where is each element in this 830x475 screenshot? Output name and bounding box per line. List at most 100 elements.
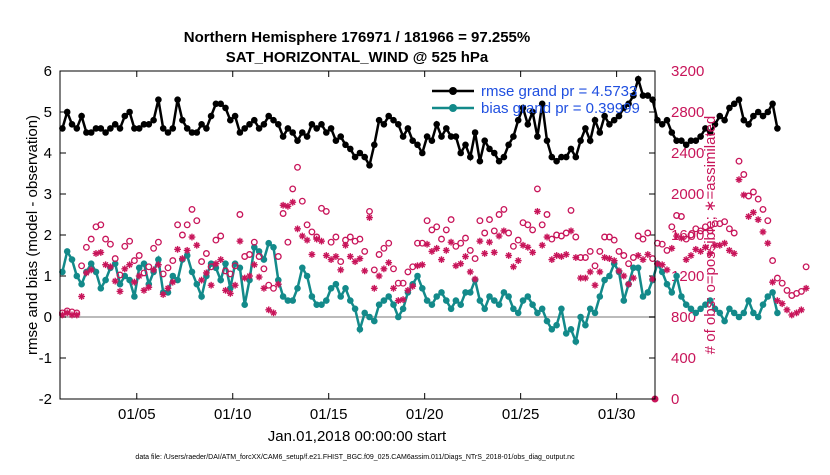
rmse-point — [145, 121, 153, 128]
possible-point — [687, 231, 695, 239]
possible-point — [370, 266, 378, 274]
possible-point — [773, 274, 781, 282]
possible-point — [677, 213, 685, 220]
assimilated-point — [265, 306, 273, 314]
possible-point — [212, 236, 220, 244]
assimilated-point — [769, 278, 776, 286]
rmse-point — [486, 145, 493, 153]
rmse-point — [726, 104, 733, 112]
rmse-point — [380, 121, 388, 128]
assimilated-point — [68, 311, 76, 319]
rmse-point — [730, 100, 738, 108]
possible-point — [658, 240, 666, 248]
assimilated-point — [428, 248, 436, 255]
rmse-point — [586, 137, 594, 144]
possible-point — [572, 233, 580, 241]
rmse-point — [390, 116, 397, 124]
rmse-point — [572, 153, 580, 161]
x-tick-label: 01/25 — [502, 406, 540, 423]
rmse-point — [524, 121, 532, 128]
rmse-point — [241, 125, 248, 132]
rmse-point — [500, 153, 508, 161]
assimilated-point — [490, 249, 498, 256]
assimilated-point — [730, 250, 738, 257]
rmse-point — [462, 141, 469, 149]
possible-point — [111, 255, 119, 263]
possible-point — [198, 258, 206, 266]
rmse-point — [73, 125, 81, 132]
bias-point — [486, 293, 493, 300]
assimilated-point — [351, 258, 359, 266]
assimilated-point — [274, 280, 282, 288]
rmse-point — [678, 137, 685, 144]
possible-point — [524, 221, 532, 229]
possible-point — [543, 211, 551, 218]
possible-point — [730, 229, 738, 237]
possible-point — [591, 262, 599, 270]
possible-point — [610, 236, 618, 244]
possible-point — [250, 238, 258, 246]
assimilated-point — [140, 286, 148, 294]
possible-point — [447, 216, 455, 224]
y-left-tick-label: 6 — [44, 63, 52, 80]
bias-point — [255, 248, 263, 255]
rmse-point — [428, 137, 436, 144]
bias-point — [279, 293, 287, 300]
bias-point — [371, 317, 378, 325]
assimilated-point — [111, 277, 119, 285]
bias-point — [620, 297, 628, 304]
assimilated-point — [740, 191, 748, 199]
assimilated-point — [399, 296, 407, 303]
bias-point — [476, 297, 484, 304]
assimilated-point — [294, 225, 301, 233]
bias-point — [567, 326, 575, 333]
possible-point — [226, 270, 234, 278]
possible-point — [428, 226, 436, 234]
bias-point — [519, 297, 527, 304]
assimilated-point — [78, 293, 85, 300]
possible-point — [284, 238, 292, 246]
bias-point — [111, 260, 119, 268]
rmse-point — [169, 125, 177, 132]
bias-point — [630, 264, 637, 272]
bias-point — [644, 289, 652, 296]
assimilated-point — [500, 227, 508, 235]
x-tick-label: 01/20 — [406, 406, 444, 423]
assimilated-point — [106, 263, 114, 271]
bias-point — [294, 285, 301, 292]
bias-point — [726, 305, 733, 313]
rmse-point — [529, 108, 536, 116]
bias-point — [299, 264, 306, 272]
rmse-point — [140, 121, 148, 128]
rmse-point — [601, 112, 608, 120]
bias-point — [711, 305, 719, 313]
x-tick-label: 01/30 — [598, 406, 636, 423]
bias-point — [395, 313, 402, 321]
bias-point — [553, 321, 560, 329]
assimilated-point — [394, 297, 402, 304]
bias-point — [347, 297, 354, 304]
y-right-tick-label: 0 — [671, 391, 679, 408]
assimilated-point — [562, 251, 570, 258]
assimilated-point — [754, 216, 762, 224]
rmse-point — [150, 116, 157, 124]
rmse-point — [567, 145, 575, 153]
bias-point — [745, 297, 752, 304]
possible-point — [102, 235, 110, 243]
possible-point — [183, 221, 191, 229]
possible-point — [601, 233, 609, 241]
possible-point — [346, 233, 354, 241]
rmse-point — [639, 92, 647, 99]
bias-point — [548, 326, 556, 333]
assimilated-point — [150, 266, 157, 274]
rmse-point — [164, 129, 172, 136]
rmse-point — [366, 162, 373, 169]
rmse-point — [514, 116, 522, 124]
possible-point — [514, 236, 522, 244]
bias-point — [495, 301, 503, 309]
assimilated-point — [481, 250, 489, 257]
bias-point — [342, 285, 349, 292]
assimilated-point — [342, 241, 349, 249]
bias-point — [562, 330, 570, 337]
bias-point — [491, 297, 498, 304]
